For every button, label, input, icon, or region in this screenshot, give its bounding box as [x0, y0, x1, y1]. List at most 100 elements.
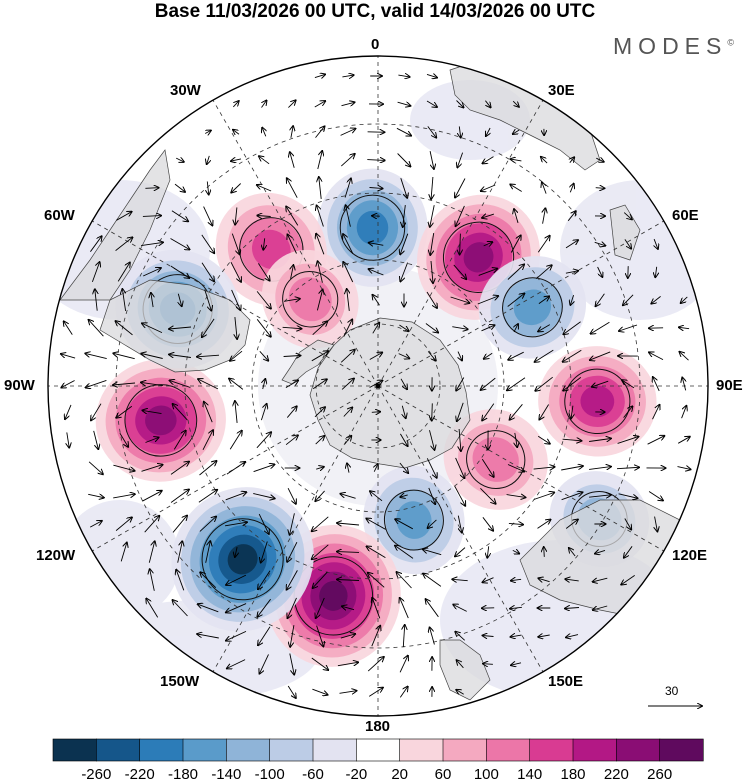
- wind-vector: [395, 546, 414, 559]
- wind-vector: [624, 239, 631, 248]
- colorbar-tick-label: 260: [647, 766, 673, 783]
- wind-vector: [452, 327, 467, 330]
- wind-vector: [117, 263, 130, 282]
- wind-vector: [312, 516, 329, 531]
- wind-vector: [344, 436, 352, 445]
- wind-vector: [282, 327, 302, 328]
- wind-vector: [233, 130, 240, 134]
- wind-vector: [477, 296, 498, 305]
- circulation-contour: [201, 518, 284, 601]
- wind-vector: [204, 402, 213, 423]
- wind-vector: [146, 599, 159, 618]
- wind-vector: [90, 236, 101, 252]
- wind-vector: [372, 598, 381, 619]
- wind-vector: [312, 321, 328, 336]
- wind-vector: [370, 491, 383, 502]
- wind-vector: [570, 184, 573, 193]
- wind-vector: [369, 269, 384, 276]
- wind-vector: [86, 379, 107, 387]
- wind-vector: [367, 160, 384, 161]
- wind-vector: [231, 183, 242, 193]
- wind-vector: [483, 636, 494, 637]
- meridians: [48, 56, 708, 716]
- wind-vector: [143, 410, 162, 413]
- meridian-line: [92, 220, 379, 387]
- circulation-contour: [124, 384, 198, 457]
- wind-vector: [258, 570, 271, 589]
- wind-vector: [229, 379, 244, 390]
- wind-vector: [199, 517, 216, 532]
- anomaly-atlantic-low-1: [317, 168, 428, 287]
- wind-vector: [64, 321, 73, 335]
- wind-vector: [256, 319, 271, 336]
- wind-vector: [173, 404, 188, 421]
- wind-vector: [253, 493, 274, 499]
- wind-vector: [619, 324, 638, 331]
- wind-vector: [150, 569, 155, 591]
- wind-vector: [89, 320, 104, 337]
- wind-vector: [483, 577, 494, 583]
- wind-vector: [570, 294, 573, 305]
- wind-vector: [653, 377, 660, 392]
- wind-vector: [290, 152, 295, 168]
- wind-vector: [681, 296, 688, 303]
- wind-vector: [482, 214, 495, 218]
- wind-vector: [175, 158, 184, 162]
- wind-vector: [369, 188, 383, 189]
- wind-vector: [456, 205, 465, 226]
- wind-vector: [257, 598, 271, 617]
- wind-vector: [198, 490, 217, 503]
- wind-vector: [85, 353, 107, 360]
- wind-vector: [455, 457, 465, 478]
- wind-vector: [343, 234, 354, 255]
- wind-vector: [457, 660, 464, 669]
- wind-vector: [565, 579, 579, 581]
- wind-vector: [67, 432, 69, 447]
- lon-label-0: 0: [371, 36, 380, 53]
- wind-vector: [287, 178, 298, 198]
- wind-vector: [426, 291, 437, 308]
- meridian-line: [212, 100, 379, 387]
- wind-vector: [202, 430, 213, 451]
- anomaly-pacific-low-2: [171, 487, 314, 632]
- wind-vector: [177, 541, 183, 563]
- wind-vector: [624, 518, 631, 530]
- wind-vector: [169, 355, 191, 358]
- wind-vector: [340, 634, 355, 639]
- wind-vector: [342, 606, 355, 609]
- wind-vector: [287, 487, 296, 504]
- wind-vector: [339, 691, 357, 694]
- wind-vector: [623, 294, 634, 305]
- wind-vector: [432, 403, 433, 420]
- wind-vector: [543, 208, 546, 224]
- wind-vector: [311, 351, 328, 362]
- colorbar-tick-label: 220: [603, 766, 629, 783]
- wind-vector: [232, 101, 238, 108]
- wind-vector: [205, 541, 211, 563]
- wind-vector: [426, 458, 436, 477]
- wind-vector: [369, 381, 383, 388]
- wind-vector: [61, 380, 75, 388]
- wind-vector: [677, 437, 690, 444]
- wind-vector: [311, 657, 328, 670]
- wind-vector: [457, 152, 464, 168]
- wind-vector: [341, 102, 355, 105]
- wind-vector: [262, 128, 266, 137]
- wind-vector: [372, 323, 379, 334]
- wind-vector: [428, 487, 435, 504]
- wind-vector: [538, 296, 549, 304]
- wind-vector: [400, 598, 409, 619]
- wind-vector: [571, 405, 573, 419]
- wind-vector: [484, 352, 493, 359]
- map-disc: [48, 56, 708, 716]
- meridian-line: [377, 385, 664, 552]
- wind-vector: [649, 352, 664, 361]
- colorbar-tick-label: 180: [560, 766, 586, 783]
- wind-vector: [315, 126, 325, 138]
- wind-vector: [337, 552, 360, 553]
- wind-vector: [257, 185, 272, 192]
- wind-vector: [450, 296, 470, 303]
- anomaly-contour: [396, 501, 432, 539]
- wind-vector: [481, 325, 495, 332]
- wind-vector: [367, 546, 386, 558]
